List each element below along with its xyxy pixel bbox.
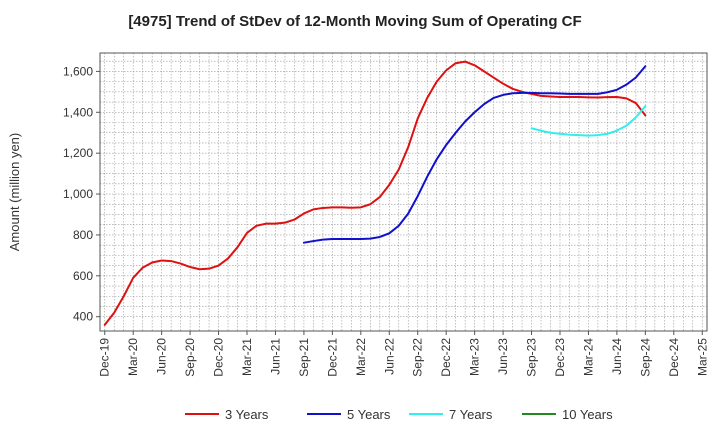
y-axis: 400 600 800 1,000 1,200 1,400 1,600 (63, 64, 100, 324)
x-axis: Dec-19 Mar-20 Jun-20 Sep-20 Dec-20 Mar-21 Jun-… (98, 331, 709, 377)
x-tick-label: Jun-22 (382, 338, 396, 375)
y-axis-label: Amount (million yen) (7, 133, 22, 252)
x-tick-label: Mar-20 (126, 338, 140, 376)
y-tick-label: 1,000 (63, 187, 93, 201)
legend-label: 3 Years (225, 407, 269, 422)
y-tick-label: 800 (73, 228, 93, 242)
x-tick-label: Jun-20 (155, 338, 169, 375)
series-line-3-years (103, 60, 647, 326)
x-tick-label: Mar-21 (240, 338, 254, 376)
x-tick-label: Dec-22 (439, 338, 453, 377)
x-tick-label: Dec-24 (667, 338, 681, 377)
legend: 3 Years 5 Years 7 Years 10 Years (185, 407, 613, 422)
x-tick-label: Mar-23 (468, 338, 482, 376)
x-tick-label: Jun-24 (610, 338, 624, 375)
x-tick-label: Sep-22 (411, 338, 425, 377)
grid (100, 53, 707, 331)
plot-frame (99, 52, 708, 332)
x-tick-label: Jun-21 (268, 338, 282, 375)
x-tick-label: Mar-24 (581, 338, 595, 376)
legend-label: 7 Years (449, 407, 493, 422)
x-tick-label: Mar-25 (695, 338, 709, 376)
x-tick-label: Jun-23 (496, 338, 510, 375)
y-tick-label: 1,200 (63, 146, 93, 160)
x-tick-label: Sep-24 (638, 338, 652, 377)
x-tick-label: Sep-20 (183, 338, 197, 377)
y-tick-label: 400 (73, 310, 93, 324)
y-tick-label: 1,400 (63, 105, 93, 119)
chart-title: [4975] Trend of StDev of 12-Month Moving… (128, 13, 581, 30)
series-line-7-years (530, 105, 647, 137)
x-tick-label: Mar-22 (354, 338, 368, 376)
x-tick-label: Sep-21 (297, 338, 311, 377)
legend-label: 5 Years (347, 407, 391, 422)
x-tick-label: Dec-23 (553, 338, 567, 377)
y-tick-label: 600 (73, 269, 93, 283)
x-tick-label: Dec-19 (98, 338, 112, 377)
y-tick-label: 1,600 (63, 64, 93, 78)
x-tick-label: Dec-20 (212, 338, 226, 377)
series-lines (103, 60, 647, 326)
x-tick-label: Sep-23 (525, 338, 539, 377)
legend-label: 10 Years (562, 407, 613, 422)
x-tick-label: Dec-21 (325, 338, 339, 377)
series-line-5-years (302, 65, 647, 244)
